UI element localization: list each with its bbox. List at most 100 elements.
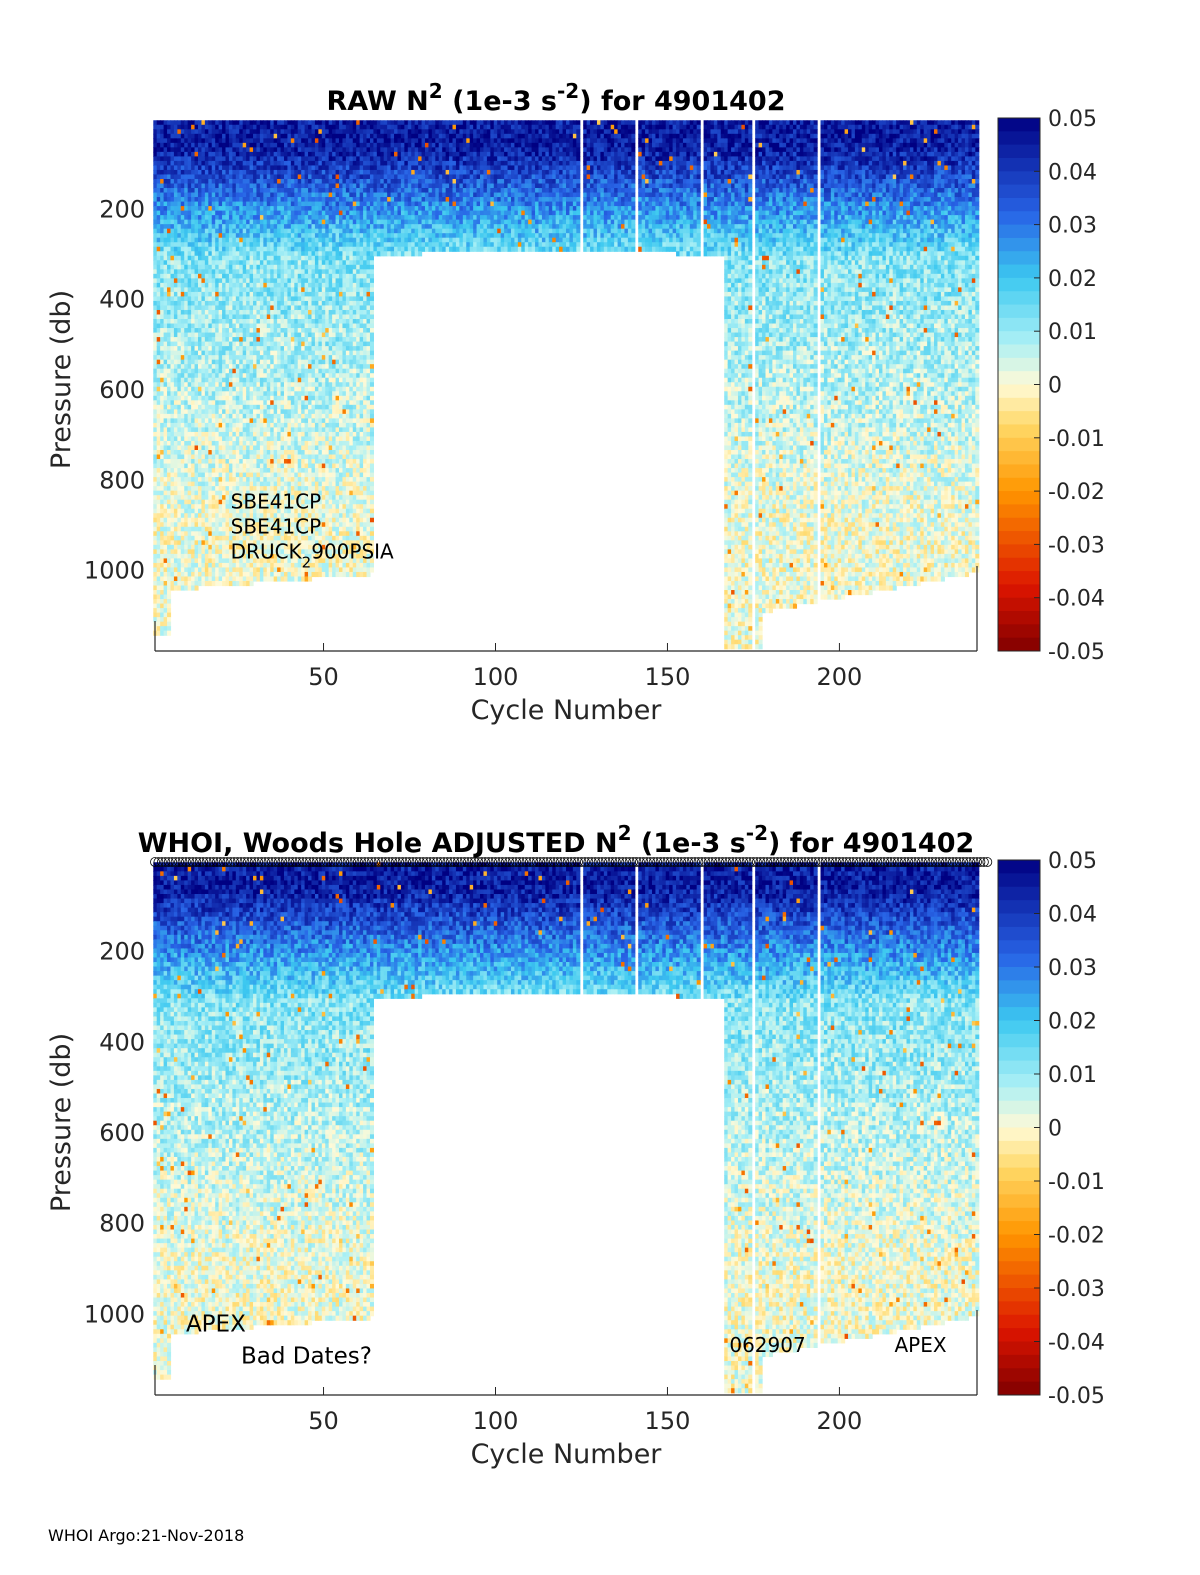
cycle-marker: [297, 857, 308, 867]
colorbar: 0.05 0.04 0.03 0.02 0.01 0 -0.01 -0.02 -0.03 -0.0…: [997, 107, 1105, 665]
y-axis-label: Pressure (db): [46, 290, 77, 469]
cycle-marker: [521, 857, 532, 867]
cycle-marker: [776, 857, 786, 867]
cycle-marker: [607, 857, 618, 867]
cycle-marker: [827, 857, 838, 867]
colorbar-swatch: [998, 1288, 1040, 1302]
cycle-marker: [958, 857, 969, 867]
cycle-marker: [879, 857, 890, 867]
cycle-marker: [731, 857, 742, 867]
cycle-marker: [356, 857, 367, 867]
cycle-marker: [714, 857, 724, 867]
colorbar-swatch: [998, 993, 1040, 1008]
annotation-text: 062907: [729, 1333, 805, 1357]
cycle-marker: [456, 857, 467, 867]
annotation-text: APEX: [186, 1312, 246, 1338]
cycle-marker: [497, 857, 508, 867]
cycle-marker: [920, 857, 931, 867]
colorbar-swatch: [998, 491, 1040, 505]
cycle-marker: [311, 857, 322, 867]
chart-title-part: -2: [746, 821, 768, 845]
cycle-marker: [394, 857, 405, 867]
cycle-marker: [411, 857, 422, 867]
colorbar-swatch: [998, 424, 1040, 439]
cycle-marker: [800, 857, 810, 867]
cycle-marker: [480, 857, 491, 867]
cycle-marker: [318, 857, 329, 867]
colorbar-swatch: [998, 1314, 1040, 1329]
y-tick-label: 400: [99, 286, 145, 314]
colorbar-tick-label: 0.02: [1048, 267, 1097, 292]
cycle-marker: [404, 857, 415, 867]
cycle-marker: [796, 857, 807, 867]
cycle-marker: [610, 857, 621, 867]
colorbar-tick-label: -0.01: [1048, 1170, 1105, 1195]
cycle-marker: [665, 857, 676, 867]
cycle-marker: [504, 857, 515, 867]
cycle-marker: [679, 857, 690, 867]
cycle-marker: [442, 857, 453, 867]
cycle-marker: [745, 857, 755, 867]
cycle-marker: [198, 857, 209, 867]
colorbar-tick-label: 0.01: [1048, 1063, 1097, 1088]
cycle-marker: [703, 857, 714, 867]
cycle-marker: [906, 857, 917, 867]
chart-title-part: ) for 4901402: [579, 86, 785, 117]
colorbar-swatch: [998, 900, 1040, 914]
cycle-marker: [951, 857, 962, 867]
cycle-marker: [383, 857, 394, 867]
cycle-marker: [917, 857, 927, 867]
cycle-marker: [968, 857, 979, 867]
cycle-marker: [332, 857, 343, 867]
cycle-markers: [150, 857, 993, 867]
cycle-marker: [380, 857, 391, 867]
cycle-marker: [322, 857, 332, 867]
cycle-marker: [793, 857, 804, 867]
cycle-marker: [452, 857, 463, 867]
y-tick-label: 1000: [84, 1300, 145, 1328]
y-tick-label: 600: [99, 1119, 145, 1147]
colorbar-swatch: [998, 211, 1040, 226]
cycle-marker: [528, 857, 539, 867]
colorbar-swatch: [998, 544, 1040, 559]
cycle-marker: [542, 857, 552, 867]
x-axis-label: Cycle Number: [471, 1439, 663, 1470]
cycle-marker: [435, 857, 446, 867]
cycle-marker: [469, 857, 480, 867]
cycle-marker: [765, 857, 776, 867]
colorbar-swatch: [998, 251, 1040, 266]
cycle-marker: [576, 857, 587, 867]
cycle-marker: [428, 857, 439, 867]
cycle-marker: [721, 857, 731, 867]
y-tick-label: 400: [99, 1028, 145, 1056]
cycle-marker: [308, 857, 319, 867]
cycle-marker: [559, 857, 570, 867]
cycle-marker: [978, 857, 989, 867]
cycle-marker: [727, 857, 738, 867]
x-tick-label: 50: [308, 1407, 339, 1435]
colorbar-swatch: [998, 1181, 1040, 1195]
colorbar-swatch: [998, 1127, 1040, 1142]
cycle-marker: [535, 857, 546, 867]
cycle-marker: [772, 857, 783, 867]
cycle-marker: [655, 857, 666, 867]
colorbar-tick-label: -0.03: [1048, 533, 1105, 558]
cycle-marker: [659, 857, 669, 867]
colorbar-swatch: [998, 1247, 1040, 1262]
colorbar-swatch: [998, 637, 1040, 652]
cycle-marker: [669, 857, 680, 867]
cycle-marker: [824, 857, 835, 867]
colorbar-swatch: [998, 317, 1040, 332]
cycle-marker: [580, 857, 590, 867]
cycle-marker: [514, 857, 525, 867]
cycle-marker: [163, 857, 174, 867]
cycle-marker: [242, 857, 253, 867]
cycle-marker: [724, 857, 735, 867]
cycle-marker: [246, 857, 257, 867]
cycle-marker: [889, 857, 900, 867]
cycle-marker: [648, 857, 659, 867]
colorbar-swatch: [998, 584, 1040, 599]
colorbar-swatch: [998, 1368, 1040, 1383]
colorbar-tick-label: -0.03: [1048, 1277, 1105, 1302]
colorbar-swatch: [998, 531, 1040, 545]
